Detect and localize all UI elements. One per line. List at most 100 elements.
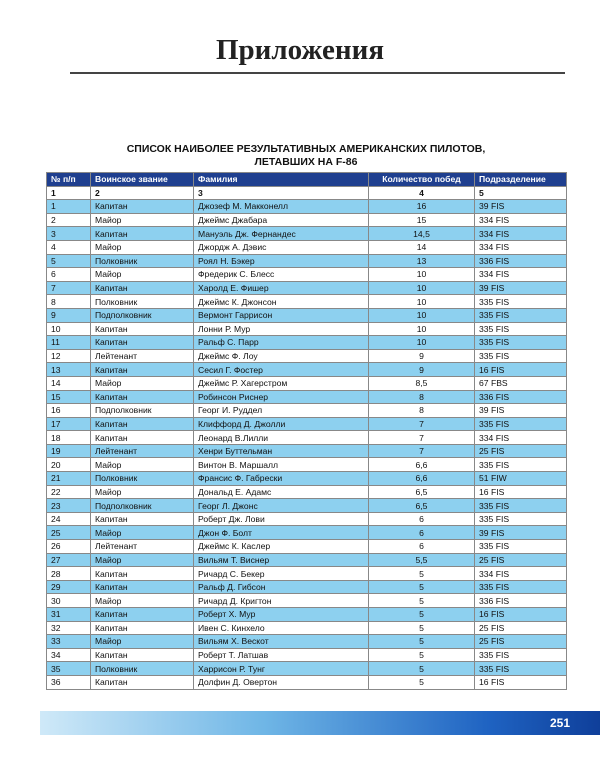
table-cell: 15 [368,212,475,228]
table-cell: 39 FIS [474,280,567,296]
table-cell: 6,5 [368,484,475,500]
table-cell: 335 FIS [474,457,567,473]
table-cell: Джордж А. Дэвис [193,239,369,255]
table-cell: 336 FIS [474,593,567,608]
table-cell: 16 FIS [474,362,567,377]
data-row: 30 Майор Ричард Д. Кригтон 5 336 FIS [46,593,567,608]
table-cell: Капитан [90,647,194,663]
table-cell: 1 [46,185,91,201]
table-cell: Воинское звание [90,172,194,187]
table-cell: 6,5 [368,498,475,513]
data-row: 26 Лейтенант Джеймс К. Каслер 6 335 FIS [46,539,567,554]
table-cell: 10 [368,307,475,323]
table-cell: 335 FIS [474,294,567,309]
table-cell: 7 [368,443,475,459]
table-title-line: СПИСОК НАИБОЛЕЕ РЕЗУЛЬТАТИВНЫХ АМЕРИКАНС… [126,143,486,155]
table-cell: Вермонт Гаррисон [193,307,369,323]
table-cell: 335 FIS [474,321,567,337]
table-cell: Джозеф М. Макконелл [193,199,369,214]
table-cell: 334 FIS [474,239,567,255]
table-cell: Леонард В.Лилли [193,430,369,445]
data-row: 32 Капитан Ивен С. Кинхело 5 25 FIS [46,620,567,636]
table-cell: 20 [46,457,91,473]
table-cell: 25 FIS [474,634,567,649]
data-row: 11 Капитан Ральф С. Парр 10 335 FIS [46,335,567,350]
table-cell: Ивен С. Кинхело [193,620,369,636]
table-cell: 19 [46,443,91,459]
table-cell: 9 [368,362,475,377]
table-cell: Лейтенант [90,348,194,364]
table-cell: 30 [46,593,91,608]
table-cell: 27 [46,552,91,568]
table-cell: Капитан [90,362,194,377]
table-cell: 5 [368,634,475,649]
table-cell: Майор [90,552,194,568]
data-row: 17 Капитан Клиффорд Д. Джолли 7 335 FIS [46,416,567,432]
data-row: 4 Майор Джордж А. Дэвис 14 334 FIS [46,239,567,255]
data-row: 16 Подполковник Георг И. Руддел 8 39 FIS [46,403,567,418]
data-row: 14 Майор Джеймс Р. Хагерстром 8,5 67 FBS [46,375,567,391]
table-cell: 6 [368,511,475,527]
table-cell: Капитан [90,579,194,595]
table-cell: 335 FIS [474,579,567,595]
table-cell: 5 [368,674,475,690]
table-cell: Франсис Ф. Габрески [193,471,369,486]
table-cell: 335 FIS [474,539,567,554]
data-row: 31 Капитан Роберт Х. Мур 5 16 FIS [46,607,567,622]
table-cell: Хенри Буттельман [193,443,369,459]
table-cell: Роберт Х. Мур [193,607,369,622]
table-cell: 8 [368,403,475,418]
table-cell: 6 [368,539,475,554]
table-cell: Капитан [90,430,194,445]
table-cell: 17 [46,416,91,432]
table-cell: 8 [368,389,475,405]
table-cell: 5 [368,607,475,622]
table-title-line: ЛЕТАВШИХ НА F-86 [254,156,358,168]
table-cell: Дональд Е. Адамс [193,484,369,500]
table-cell: 67 FBS [474,375,567,391]
table-cell: Фредерик С. Блесс [193,267,369,282]
table-cell: Винтон В. Маршалл [193,457,369,473]
data-row: 36 Капитан Долфин Д. Овертон 5 16 FIS [46,674,567,690]
table-cell: 7 [368,430,475,445]
data-row: 23 Подполковник Георг Л. Джонс 6,5 335 FIS [46,498,567,513]
table-cell: 5 [368,620,475,636]
table-cell: № п/п [46,172,91,187]
data-row: 22 Майор Дональд Е. Адамс 6,5 16 FIS [46,484,567,500]
data-row: 6 Майор Фредерик С. Блесс 10 334 FIS [46,267,567,282]
table-cell: Подполковник [90,307,194,323]
table-cell: 336 FIS [474,253,567,269]
data-row: 10 Капитан Лонни Р. Мур 10 335 FIS [46,321,567,337]
footer-bar [40,711,600,735]
table-cell: 18 [46,430,91,445]
table-cell: 5 [368,579,475,595]
table-cell: Джон Ф. Болт [193,525,369,541]
table-cell: Капитан [90,280,194,296]
table-cell: 335 FIS [474,335,567,350]
table-cell: 51 FIW [474,471,567,486]
page-title: Приложения [215,34,385,66]
table-cell: 2 [90,185,194,201]
table-cell: Капитан [90,226,194,241]
table-cell: Джеймс К. Каслер [193,539,369,554]
table-cell: 10 [368,267,475,282]
table-cell: 26 [46,539,91,554]
table-cell: Ричард Д. Кригтон [193,593,369,608]
table-cell: 7 [46,280,91,296]
data-row: 25 Майор Джон Ф. Болт 6 39 FIS [46,525,567,541]
table-cell: 3 [193,185,369,201]
table-cell: Джеймс Р. Хагерстром [193,375,369,391]
table-cell: 25 FIS [474,443,567,459]
table-cell: 5 [474,185,567,201]
data-row: 12 Лейтенант Джеймс Ф. Лоу 9 335 FIS [46,348,567,364]
table-cell: Лейтенант [90,539,194,554]
data-row: 18 Капитан Леонард В.Лилли 7 334 FIS [46,430,567,445]
table-cell: Харрисон Р. Тунг [193,661,369,676]
table-cell: Капитан [90,416,194,432]
table-cell: Майор [90,634,194,649]
table-cell: 24 [46,511,91,527]
data-row: 3 Капитан Мануэль Дж. Фернандес 14,5 334 FIS [46,226,567,241]
table-cell: 39 FIS [474,199,567,214]
table-cell: Робинсон Риснер [193,389,369,405]
